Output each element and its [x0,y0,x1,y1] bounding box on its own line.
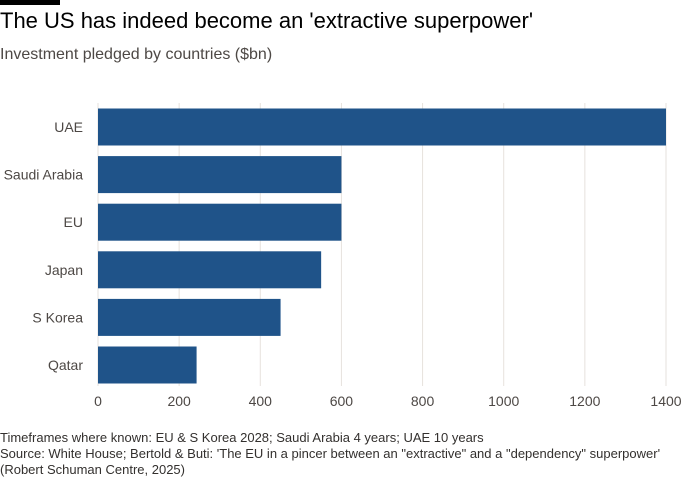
bar [98,156,342,194]
chart-subtitle: Investment pledged by countries ($bn) [0,46,273,63]
x-tick-label: 200 [167,393,191,409]
x-tick-label: 400 [249,393,273,409]
category-label: Qatar [48,357,83,373]
bar [98,108,666,146]
x-tick-label: 600 [330,393,354,409]
x-tick-label: 1200 [569,393,600,409]
bar-chart: 0 200 400 600 800 1000 1200 1400 UAE Saudi Arabia… [4,103,682,409]
x-tick-label: 800 [411,393,435,409]
header-accent-rule [0,0,60,5]
bar [98,203,342,241]
category-label: EU [64,214,83,230]
category-label: S Korea [32,309,83,325]
source-note: Source: White House; Bertold & Buti: 'Th… [0,446,661,477]
chart-title: The US has indeed become an 'extractive … [0,8,534,33]
chart-footer: Timeframes where known: EU & S Korea 202… [0,430,690,478]
x-tick-label: 1000 [488,393,519,409]
footnote: Timeframes where known: EU & S Korea 202… [0,430,484,445]
x-tick-label: 0 [94,393,102,409]
bar [98,298,281,336]
x-tick-label: 1400 [650,393,681,409]
category-label: UAE [54,119,83,135]
category-label: Saudi Arabia [4,167,84,183]
bar [98,251,322,289]
category-label: Japan [45,262,83,278]
bar [98,346,197,384]
